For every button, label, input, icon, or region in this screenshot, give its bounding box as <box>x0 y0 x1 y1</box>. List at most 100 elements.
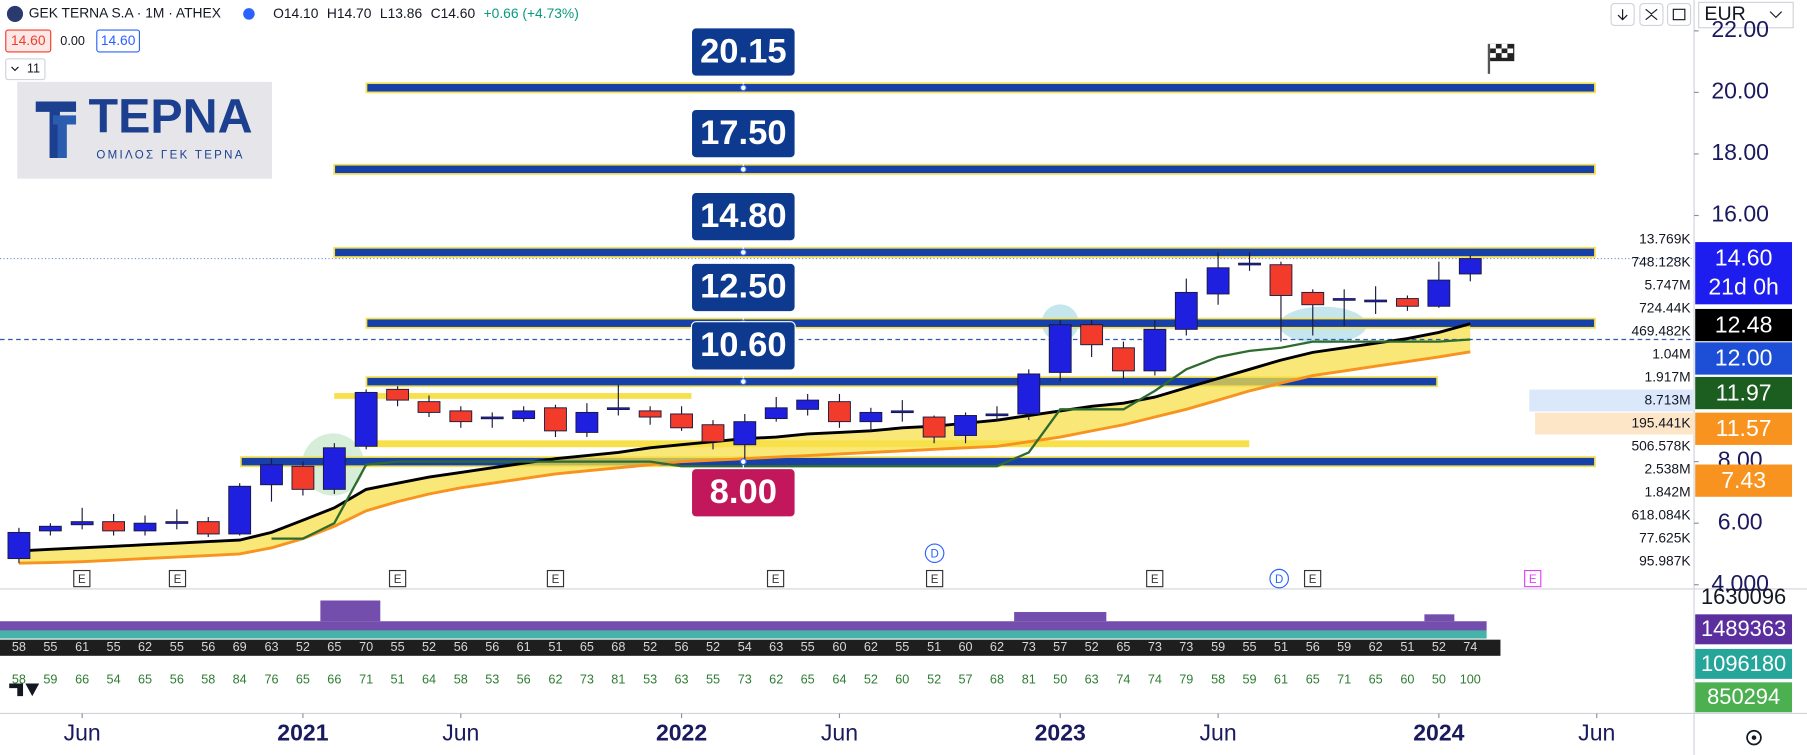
oscillator-value: 60 <box>895 672 909 686</box>
high: H14.70 <box>327 5 372 21</box>
event-marker[interactable] <box>73 569 91 588</box>
oscillator-value: 63 <box>675 672 689 686</box>
logo-icon <box>53 115 77 158</box>
candle-body <box>1238 262 1261 266</box>
symbol[interactable]: GEK TERNA S.A · 1M · ATHEX <box>29 5 221 21</box>
oscillator-value: 53 <box>643 672 657 686</box>
level-label-box <box>690 321 796 371</box>
candle-body <box>260 464 283 486</box>
volume-profile-label: 469.482K <box>1631 322 1691 338</box>
levels <box>239 82 1596 468</box>
oscillator-value: 65 <box>580 640 594 654</box>
indicators-toggle[interactable] <box>5 58 46 81</box>
ohlc: O14.10 H14.70 L13.86 C14.60 +0.66 (+4.73… <box>273 5 579 21</box>
y-tick-label: 18.00 <box>1711 139 1769 165</box>
event-marker[interactable] <box>546 569 565 588</box>
currency: EUR <box>1704 3 1745 25</box>
level-handle <box>739 165 747 173</box>
header: GEK TERNA S.A · 1M · ATHEX O14.10 H14.70… <box>5 5 579 81</box>
oscillator-value: 52 <box>1432 640 1446 654</box>
event-label: E <box>552 574 560 586</box>
oscillator-value: 73 <box>738 672 752 686</box>
candle-body <box>196 521 220 535</box>
oscillator-value: 68 <box>990 672 1004 686</box>
event-marker[interactable] <box>1269 568 1289 589</box>
oscillator-value: 52 <box>864 672 878 686</box>
volume-profile-label: 77.625K <box>1639 529 1691 545</box>
oscillator-value: 59 <box>1211 640 1225 654</box>
event-marker[interactable] <box>924 543 945 564</box>
spread: 0.00 <box>60 34 85 48</box>
level-label: 14.80 <box>700 197 786 235</box>
oscillator-value: 66 <box>75 672 89 686</box>
event-marker[interactable] <box>1146 569 1164 588</box>
event-marker[interactable] <box>1524 569 1542 588</box>
oscillator-value: 70 <box>359 640 373 654</box>
bid-box[interactable] <box>5 29 52 53</box>
candle-body <box>1458 258 1482 275</box>
candle-body <box>828 401 851 423</box>
y-tick-label: 20.00 <box>1711 77 1769 103</box>
price-badge-label: 12.48 <box>1715 311 1773 337</box>
event-marker[interactable] <box>388 569 407 588</box>
candle-body <box>1174 291 1198 330</box>
oscillator-value: 71 <box>1337 672 1351 686</box>
maximize-button[interactable] <box>1666 2 1692 27</box>
candle-body <box>354 391 378 447</box>
icon <box>1645 8 1658 21</box>
oscillator-value: 65 <box>1369 672 1383 686</box>
level-line <box>333 246 1596 258</box>
candle-body <box>796 399 820 410</box>
oscillator-value: 61 <box>517 640 531 654</box>
candle-body <box>544 407 567 432</box>
oscillator-value: 65 <box>296 672 310 686</box>
oscillator-value: 62 <box>1369 640 1383 654</box>
oscillator-badge <box>1695 614 1793 645</box>
event-label: E <box>931 574 939 586</box>
oscillator-value: 59 <box>43 672 57 686</box>
oscillator-value: 61 <box>1274 672 1288 686</box>
oscillator-value: 60 <box>1400 672 1414 686</box>
candle-body <box>1332 298 1356 301</box>
candle-body <box>701 424 725 443</box>
candle-body <box>890 410 914 414</box>
settings-icon[interactable] <box>1746 729 1762 746</box>
candle-body <box>165 521 189 524</box>
level-label-box <box>690 108 796 159</box>
event-label: E <box>174 574 182 586</box>
oscillator-value: 69 <box>233 640 247 654</box>
oscillator-value: 66 <box>327 672 341 686</box>
oscillator-scale-label: 850294 <box>1707 684 1780 709</box>
event-marker[interactable] <box>168 569 187 588</box>
event-marker[interactable] <box>766 569 785 588</box>
oscillator-value: 57 <box>959 672 973 686</box>
candle-body <box>449 410 473 423</box>
level-line <box>365 376 1438 388</box>
oscillator-value: 56 <box>485 640 499 654</box>
candle-body <box>1080 324 1104 346</box>
ask: 14.60 <box>101 32 136 48</box>
ask-box[interactable] <box>96 29 141 53</box>
oscillator-value: 52 <box>706 640 720 654</box>
oscillator-value: 51 <box>548 640 562 654</box>
price-badge-label: 11.57 <box>1716 415 1772 441</box>
level-label: 8.00 <box>710 473 777 511</box>
candle-body <box>575 411 599 433</box>
volume-profile-label: 506.578K <box>1631 437 1691 453</box>
event-marker[interactable] <box>1303 569 1322 588</box>
highlight-bar <box>334 393 692 399</box>
oscillator-value: 62 <box>548 672 562 686</box>
event-marker[interactable] <box>925 569 944 588</box>
candle-body <box>1427 279 1451 307</box>
volume-profile-label: 95.987K <box>1639 552 1691 568</box>
oscillator-value: 58 <box>454 672 468 686</box>
oscillator-value: 52 <box>422 640 436 654</box>
event-label: E <box>1151 574 1159 586</box>
candle-body <box>291 465 315 490</box>
candle-body <box>764 407 788 420</box>
candle-body <box>228 485 252 535</box>
oscillator-badge <box>1695 648 1793 679</box>
level-line <box>333 163 1596 175</box>
price-badge-label: 11.97 <box>1716 379 1772 405</box>
